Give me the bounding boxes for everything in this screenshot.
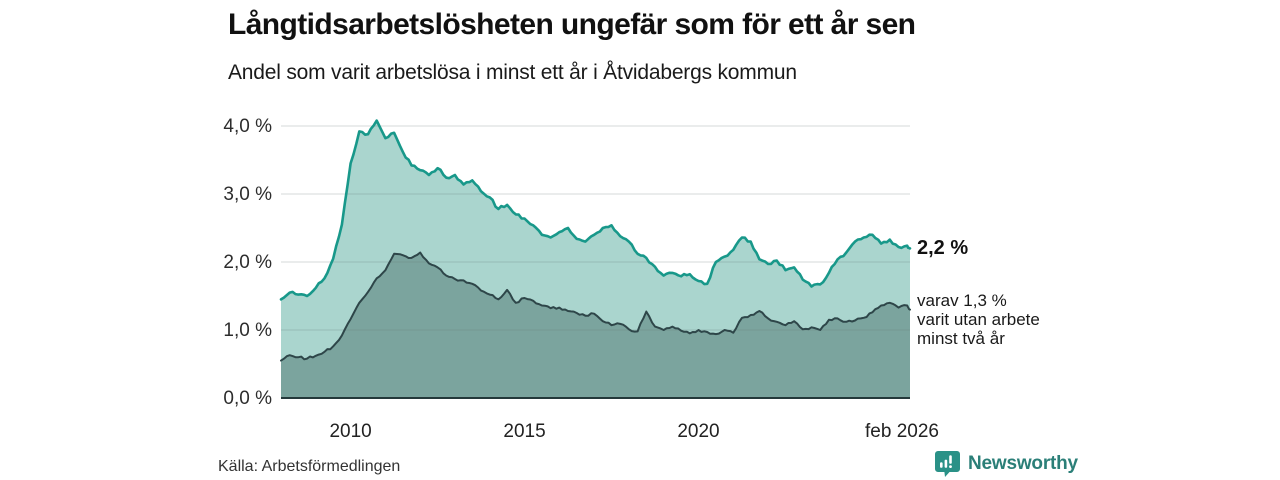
annotation-line: minst två år (917, 329, 1005, 348)
y-axis-label: 2,0 % (223, 251, 272, 273)
x-axis-label: feb 2026 (865, 421, 939, 442)
annotation-line: varit utan arbete (917, 310, 1040, 329)
series-annotation: varav 1,3 % varit utan arbete minst två … (917, 291, 1040, 348)
x-axis-label: 2010 (329, 421, 372, 442)
x-axis-label: 2020 (677, 421, 720, 442)
newsworthy-branding: Newsworthy (934, 450, 1078, 478)
series-end-value-label: 2,2 % (917, 237, 969, 259)
series-line-very-long-term-unemployed (280, 251, 911, 362)
annotation-line: varav 1,3 % (917, 291, 1007, 310)
bar-chart-speech-bubble-icon (935, 451, 960, 477)
page-title: Långtidsarbetslösheten ungefär som för e… (228, 8, 916, 41)
y-axis-label: 3,0 % (223, 183, 272, 205)
series-line-long-term-unemployed (279, 119, 912, 301)
y-axis-label: 4,0 % (223, 115, 272, 137)
source-caption: Källa: Arbetsförmedlingen (218, 458, 401, 475)
chart-subtitle: Andel som varit arbetslösa i minst ett å… (228, 61, 797, 84)
logo-text: Newsworthy (968, 453, 1078, 474)
x-axis-label: 2015 (503, 421, 546, 442)
y-axis-label: 1,0 % (223, 319, 272, 341)
series-area-very-long-term-unemployed (281, 252, 910, 398)
y-axis-label: 0,0 % (223, 387, 272, 409)
